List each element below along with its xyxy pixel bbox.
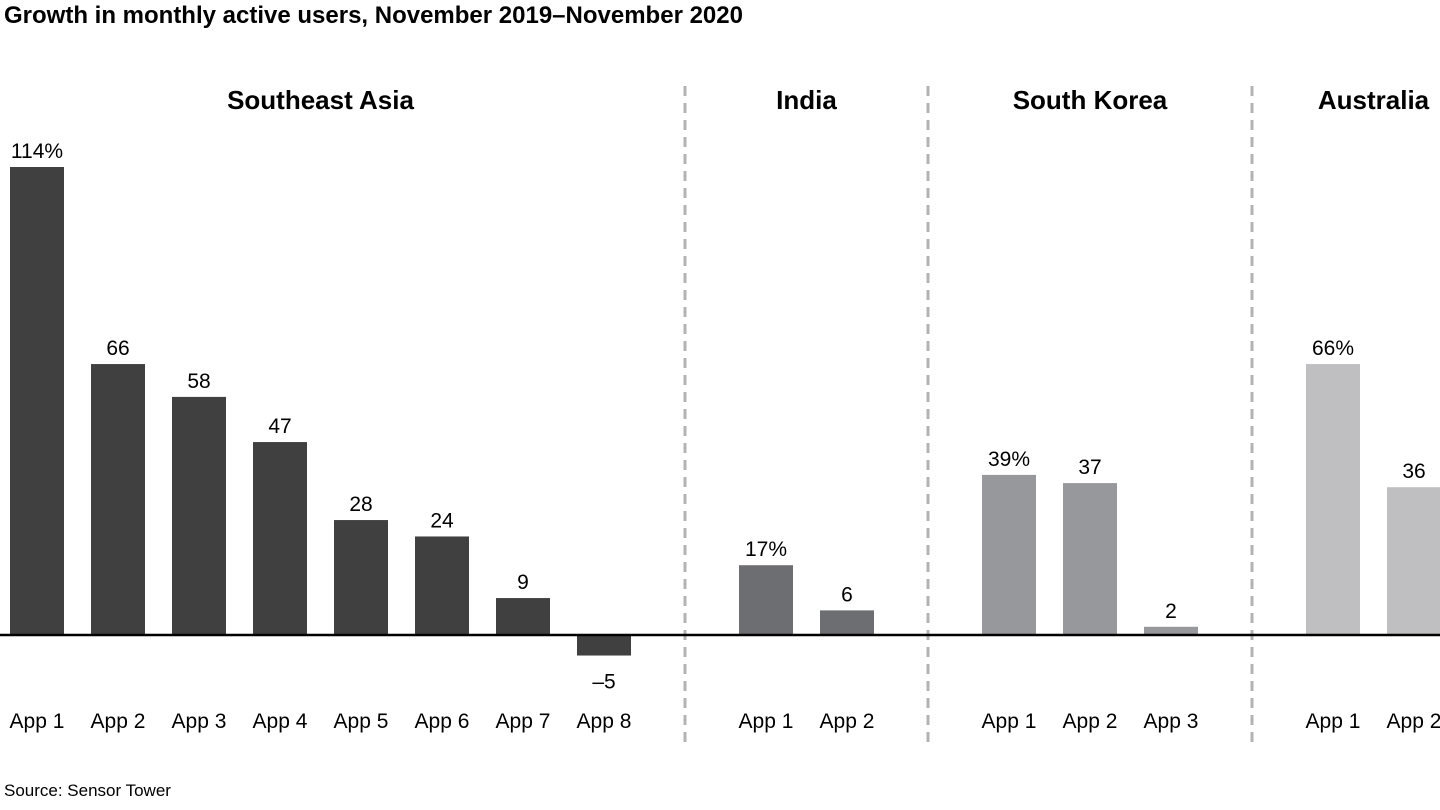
group-dividers [683,86,1254,748]
value-label-southeast-asia-app-4: 47 [268,415,291,438]
value-label-south-korea-app-1: 39% [988,448,1030,471]
category-label-australia-app-2: App 2 [1387,710,1440,733]
bar-southeast-asia-app-2 [91,364,145,635]
group-label-australia: Australia [1318,85,1430,115]
bar-southeast-asia-app-5 [334,520,388,635]
group-label-india: India [776,85,837,115]
value-label-southeast-asia-app-7: 9 [517,571,529,594]
value-label-southeast-asia-app-8: –5 [592,671,615,694]
value-label-india-app-2: 6 [841,583,853,606]
value-label-australia-app-1: 66% [1312,337,1354,360]
category-label-southeast-asia-app-3: App 3 [172,710,227,733]
bar-southeast-asia-app-3 [172,396,226,635]
group-label-southeast-asia: Southeast Asia [227,85,414,115]
category-label-southeast-asia-app-8: App 8 [577,710,632,733]
bar-australia-app-1 [1306,364,1360,635]
group-label-south-korea: South Korea [1013,85,1168,115]
value-label-south-korea-app-2: 37 [1078,456,1101,479]
category-label-southeast-asia-app-2: App 2 [91,710,146,733]
bar-india-app-1 [739,565,793,635]
category-label-southeast-asia-app-1: App 1 [10,710,65,733]
category-label-southeast-asia-app-6: App 6 [415,710,470,733]
value-label-india-app-1: 17% [745,538,787,561]
category-label-southeast-asia-app-5: App 5 [334,710,389,733]
bar-south-korea-app-3 [1144,626,1198,635]
chart-title: Growth in monthly active users, November… [4,2,743,29]
value-label-south-korea-app-3: 2 [1165,600,1177,623]
category-label-south-korea-app-1: App 1 [982,710,1037,733]
bar-australia-app-2 [1387,487,1440,635]
category-label-south-korea-app-2: App 2 [1063,710,1118,733]
labels: 114% App 1 66 App 2 58 App 3 47 App 4 28 App 5 24 A… [10,85,1440,733]
value-label-southeast-asia-app-6: 24 [430,509,454,532]
category-label-southeast-asia-app-4: App 4 [253,710,308,733]
bar-india-app-2 [820,610,874,635]
category-label-india-app-2: App 2 [820,710,875,733]
bar-south-korea-app-1 [982,474,1036,635]
source-note: Source: Sensor Tower [4,781,171,800]
bar-southeast-asia-app-8 [577,635,631,656]
category-label-south-korea-app-3: App 3 [1144,710,1199,733]
bar-south-korea-app-2 [1063,483,1117,635]
value-label-australia-app-2: 36 [1402,460,1425,483]
bars [10,167,1440,656]
category-label-southeast-asia-app-7: App 7 [496,710,551,733]
bar-chart: 114% App 1 66 App 2 58 App 3 47 App 4 28 App 5 24 A… [0,85,1440,748]
bar-southeast-asia-app-1 [10,167,64,635]
value-label-southeast-asia-app-5: 28 [349,493,372,516]
bar-southeast-asia-app-7 [496,598,550,635]
value-label-southeast-asia-app-2: 66 [106,337,129,360]
bar-southeast-asia-app-6 [415,536,469,635]
bar-southeast-asia-app-4 [253,442,307,635]
value-label-southeast-asia-app-3: 58 [187,370,210,393]
value-label-southeast-asia-app-1: 114% [11,140,63,163]
category-label-australia-app-1: App 1 [1306,710,1361,733]
category-label-india-app-1: App 1 [739,710,794,733]
